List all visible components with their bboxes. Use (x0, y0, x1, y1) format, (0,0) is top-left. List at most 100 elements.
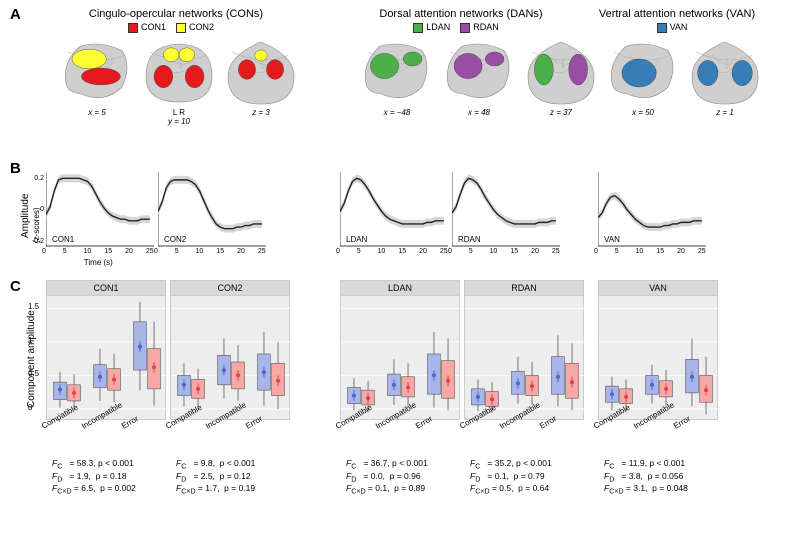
xtick: 20 (237, 248, 245, 255)
brain-view: x = 48 (438, 38, 520, 117)
boxpanel-ldan: LDAN (340, 280, 460, 420)
legend-swatch-van (657, 23, 667, 33)
svg-text:CON2: CON2 (164, 235, 187, 244)
brain-svg (686, 38, 764, 108)
legend-label: CON2 (189, 22, 214, 32)
legend-label: RDAN (473, 22, 499, 32)
legend-label: VAN (670, 22, 688, 32)
xtick: 25 (146, 248, 154, 255)
xlabel: Time (s) (84, 258, 113, 267)
c-ytick: 1.5 (28, 302, 39, 311)
brain-coord: y = 10 (138, 117, 220, 126)
svg-text:LDAN: LDAN (346, 235, 368, 244)
brain-view: x = −48 (356, 38, 438, 117)
stats-van: FC = 11.9, p < 0.001FD = 3.8, p = 0.056F… (604, 458, 688, 496)
panel-c: Component amplitude ADHD (n = 24)Control… (0, 276, 790, 536)
xtick: 25 (698, 248, 706, 255)
timeseries-con1: CON1-0.200.20510152025Time (s) (46, 164, 154, 257)
xtick: 15 (656, 248, 664, 255)
panel-c-ylabel: Component amplitude (26, 310, 37, 408)
xtick: 5 (357, 248, 361, 255)
network-legend: CON1CON2 (46, 22, 306, 33)
stats-con1: FC = 58.3, p < 0.001FD = 1.9, p = 0.18FC… (52, 458, 136, 496)
xtick: 10 (636, 248, 644, 255)
xtick: 0 (448, 248, 452, 255)
group-title: Vertral attention networks (VAN) VAN (592, 8, 762, 33)
xtick: 25 (552, 248, 560, 255)
xtick: 15 (510, 248, 518, 255)
brain-coord: z = 37 (520, 108, 602, 117)
network-legend: LDAN RDAN (346, 22, 576, 33)
group-title-text: Dorsal attention networks (DANs) (346, 8, 576, 20)
xtick: 5 (469, 248, 473, 255)
legend-swatch-con1 (128, 23, 138, 33)
svg-text:VAN: VAN (604, 235, 620, 244)
stats-rdan: FC = 35.2, p < 0.001FD = 0.1, p = 0.79FC… (470, 458, 552, 496)
stats-ldan: FC = 36.7, p < 0.001FD = 0.0, p = 0.96FC… (346, 458, 428, 496)
brain-view: z = 1 (684, 38, 766, 117)
c-ytick: 0.5 (28, 369, 39, 378)
brain-view: L Ry = 10 (138, 38, 220, 126)
xtick: 20 (419, 248, 427, 255)
group-title-text: Vertral attention networks (VAN) (592, 8, 762, 20)
group-title: Dorsal attention networks (DANs) LDAN RDAN (346, 8, 576, 33)
brain-svg (440, 38, 518, 108)
brain-lr: L R (138, 108, 220, 117)
legend-swatch-con2 (176, 23, 186, 33)
legend-swatch-ldan (413, 23, 423, 33)
brain-svg (604, 38, 682, 108)
panel-a-brains: x = 5L Ry = 10z = 3x = −48x = 48z = 37x … (0, 38, 790, 148)
brain-svg (58, 38, 136, 108)
brain-group: x = −48x = 48z = 37 (356, 38, 602, 117)
brain-view: z = 37 (520, 38, 602, 117)
brain-svg (140, 38, 218, 108)
legend-swatch-rdan (460, 23, 470, 33)
panel-b: Amplitude (z-scores) CON1-0.200.20510152… (0, 158, 790, 268)
xtick: 15 (216, 248, 224, 255)
brain-coord: x = −48 (356, 108, 438, 117)
brain-group: x = 5L Ry = 10z = 3 (56, 38, 302, 126)
xtick: 10 (196, 248, 204, 255)
brain-group: x = 50z = 1 (602, 38, 766, 117)
brain-view: x = 50 (602, 38, 684, 117)
c-ytick: 0 (28, 403, 32, 412)
boxpanel-rdan: RDAN (464, 280, 584, 420)
brain-coord: z = 3 (220, 108, 302, 117)
brain-view: z = 3 (220, 38, 302, 117)
brain-coord: x = 50 (602, 108, 684, 117)
brain-svg (358, 38, 436, 108)
xtick: 0 (336, 248, 340, 255)
group-title: Cingulo-opercular networks (CONs) CON1CON… (46, 8, 306, 33)
legend-label: LDAN (426, 22, 450, 32)
xtick: 10 (378, 248, 386, 255)
xtick: 15 (398, 248, 406, 255)
panel-a-label: A (10, 6, 21, 23)
boxpanel-con2: CON2 (170, 280, 290, 420)
timeseries-ldan: LDAN0510152025 (340, 164, 448, 257)
xtick: 25 (440, 248, 448, 255)
boxpanel-van: VAN (598, 280, 718, 420)
timeseries-con2: CON20510152025 (158, 164, 266, 257)
brain-view: x = 5 (56, 38, 138, 117)
brain-svg (522, 38, 600, 108)
network-legend: VAN (592, 22, 762, 33)
brain-svg (222, 38, 300, 108)
c-ytick: 1 (28, 336, 32, 345)
panel-b-ylabel: Amplitude (20, 194, 31, 238)
xtick: 0 (154, 248, 158, 255)
stats-con2: FC = 9.8, p < 0.001FD = 2.5, p = 0.12FC×… (176, 458, 255, 496)
xtick: 5 (615, 248, 619, 255)
brain-coord: x = 48 (438, 108, 520, 117)
timeseries-van: VAN0510152025 (598, 164, 706, 257)
brain-coord: x = 5 (56, 108, 138, 117)
xtick: 20 (531, 248, 539, 255)
timeseries-rdan: RDAN0510152025 (452, 164, 560, 257)
xtick: 10 (490, 248, 498, 255)
boxpanel-con1: CON1 (46, 280, 166, 420)
xtick: 5 (175, 248, 179, 255)
xtick: 20 (677, 248, 685, 255)
group-title-text: Cingulo-opercular networks (CONs) (46, 8, 306, 20)
xtick: 0 (42, 248, 46, 255)
xtick: 20 (125, 248, 133, 255)
xtick: 15 (104, 248, 112, 255)
